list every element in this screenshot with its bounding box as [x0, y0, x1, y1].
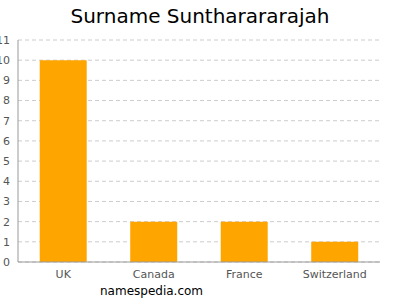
svg-text:0: 0: [8, 256, 10, 269]
svg-text:6: 6: [8, 135, 10, 148]
svg-text:France: France: [226, 268, 263, 281]
svg-text:1: 1: [8, 236, 10, 249]
svg-text:9: 9: [8, 74, 10, 87]
svg-text:Canada: Canada: [133, 268, 175, 281]
svg-text:3: 3: [8, 195, 10, 208]
svg-text:7: 7: [8, 115, 10, 128]
svg-text:10: 10: [8, 54, 10, 67]
svg-text:5: 5: [8, 155, 10, 168]
html-text:Surname Suntharararajah: Surname Suntharararajah: [70, 4, 330, 28]
html-text:namespedia.com: namespedia.com: [100, 284, 203, 298]
svg-text:8: 8: [8, 94, 10, 107]
svg-text:2: 2: [8, 216, 10, 229]
svg-text:4: 4: [8, 175, 10, 188]
svg-text:11: 11: [8, 34, 10, 47]
svg-text:Switzerland: Switzerland: [303, 268, 367, 281]
svg-text:UK: UK: [56, 268, 72, 281]
